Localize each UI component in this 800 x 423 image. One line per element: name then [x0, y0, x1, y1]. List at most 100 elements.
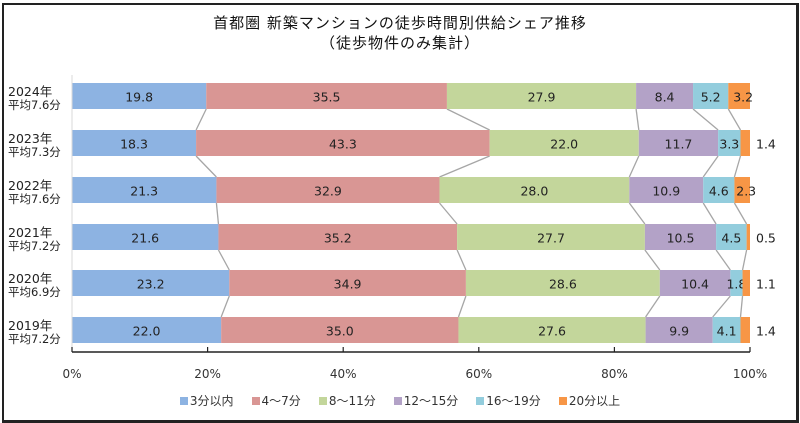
- y-category-label: 2024年 平均7.6分: [8, 84, 68, 112]
- bar-segment: [742, 270, 750, 296]
- data-label: 18.3: [120, 137, 148, 152]
- data-label: 0.5: [756, 231, 776, 246]
- bar-segment: [229, 270, 466, 296]
- x-tick-label: 60%: [465, 367, 492, 381]
- series-line: [195, 155, 217, 178]
- legend-item: 16～19分: [476, 392, 541, 409]
- data-label: 8.4: [655, 90, 675, 105]
- legend-swatch: [393, 397, 402, 405]
- bar-segment: [72, 224, 219, 250]
- average-label: 平均6.9分: [8, 285, 61, 299]
- data-label: 3.3: [719, 137, 739, 152]
- bar-segment: [216, 177, 440, 203]
- data-label: 22.0: [550, 137, 578, 152]
- bar-segment: [636, 83, 694, 109]
- data-label: 4.1: [717, 324, 737, 339]
- legend-swatch: [558, 397, 567, 405]
- x-tick-label: 40%: [330, 367, 357, 381]
- bar-segment: [629, 177, 704, 203]
- legend-label: 20分以上: [568, 394, 621, 408]
- year-label: 2021年: [8, 225, 53, 240]
- data-label: 43.3: [329, 137, 357, 152]
- bar-segment: [221, 317, 459, 343]
- bar-segment: [439, 177, 630, 203]
- year-label: 2020年: [8, 271, 53, 286]
- data-label: 28.0: [520, 184, 548, 199]
- series-line: [733, 202, 748, 225]
- legend-swatch: [251, 397, 260, 405]
- bar-segment: [638, 130, 719, 156]
- series-line: [628, 155, 640, 178]
- bar-segment: [206, 83, 447, 109]
- series-line: [702, 155, 719, 178]
- series-line: [456, 249, 467, 271]
- series-line: [628, 202, 646, 225]
- bar-segment: [703, 177, 735, 203]
- series-line: [439, 155, 490, 178]
- legend-label: 4～7分: [261, 394, 301, 408]
- data-label: 1.4: [756, 324, 776, 339]
- series-line: [645, 295, 661, 318]
- y-category-label: 2020年 平均6.9分: [8, 271, 68, 299]
- bar-segment: [72, 270, 230, 296]
- data-label: 10.9: [652, 184, 680, 199]
- legend-item: 12～15分: [393, 392, 459, 409]
- series-line: [712, 295, 731, 318]
- series-line: [644, 249, 661, 271]
- data-label: 27.6: [538, 324, 566, 339]
- year-label: 2022年: [8, 178, 53, 193]
- data-label: 21.6: [131, 231, 159, 246]
- data-label: 22.0: [133, 324, 161, 339]
- bar-segment: [489, 130, 639, 156]
- legend-label: 8～11分: [328, 394, 376, 408]
- series-line: [220, 295, 230, 318]
- data-label: 34.9: [334, 277, 362, 292]
- bar-segment: [693, 83, 729, 109]
- series-line: [733, 155, 742, 178]
- chart-title: 首都圏 新築マンションの徒歩時間別供給シェア推移: [213, 14, 587, 32]
- data-label: 3.2: [733, 90, 753, 105]
- chart-subtitle: （徒歩物件のみ集計）: [319, 34, 480, 52]
- series-line: [446, 108, 490, 131]
- year-label: 2023年: [8, 131, 53, 146]
- x-tick-label: 80%: [601, 367, 628, 381]
- series-line: [438, 202, 458, 225]
- legend: 3分以内 4～7分 8～11分 12～15分 16～19分 20分以上: [0, 392, 800, 409]
- bar-segment: [72, 177, 217, 203]
- data-label: 19.8: [125, 90, 153, 105]
- data-label: 28.6: [549, 277, 577, 292]
- data-label: 1.4: [756, 137, 776, 152]
- y-category-label: 2023年 平均7.3分: [8, 131, 68, 159]
- series-line: [457, 295, 467, 318]
- legend-item: 8～11分: [318, 392, 376, 409]
- series-line: [195, 108, 207, 131]
- series-line: [217, 249, 230, 271]
- data-label: 35.5: [313, 90, 341, 105]
- bar-segment: [746, 224, 750, 250]
- series-line: [215, 202, 220, 225]
- series-line: [635, 108, 640, 131]
- bar-segment: [659, 270, 731, 296]
- bar-segment: [718, 130, 741, 156]
- legend-swatch: [476, 397, 485, 405]
- data-label: 9.9: [669, 324, 689, 339]
- series-line: [739, 295, 744, 318]
- data-label: 4.6: [709, 184, 729, 199]
- x-tick-label: 20%: [194, 367, 221, 381]
- bar-segment: [734, 177, 750, 203]
- series-line: [702, 202, 717, 225]
- year-label: 2024年: [8, 84, 53, 99]
- bar-segment: [446, 83, 637, 109]
- data-label: 5.2: [701, 90, 721, 105]
- bar-segment: [728, 83, 750, 109]
- data-label: 11.7: [665, 137, 693, 152]
- data-label: 21.3: [130, 184, 158, 199]
- bar-segment: [644, 224, 717, 250]
- bar-segment: [72, 317, 222, 343]
- legend-swatch: [318, 397, 327, 405]
- y-category-label: 2019年 平均7.2分: [8, 318, 68, 346]
- series-line: [741, 249, 748, 271]
- legend-label: 12～15分: [403, 394, 459, 408]
- bar-segment: [740, 317, 750, 343]
- legend-item: 20分以上: [558, 392, 621, 409]
